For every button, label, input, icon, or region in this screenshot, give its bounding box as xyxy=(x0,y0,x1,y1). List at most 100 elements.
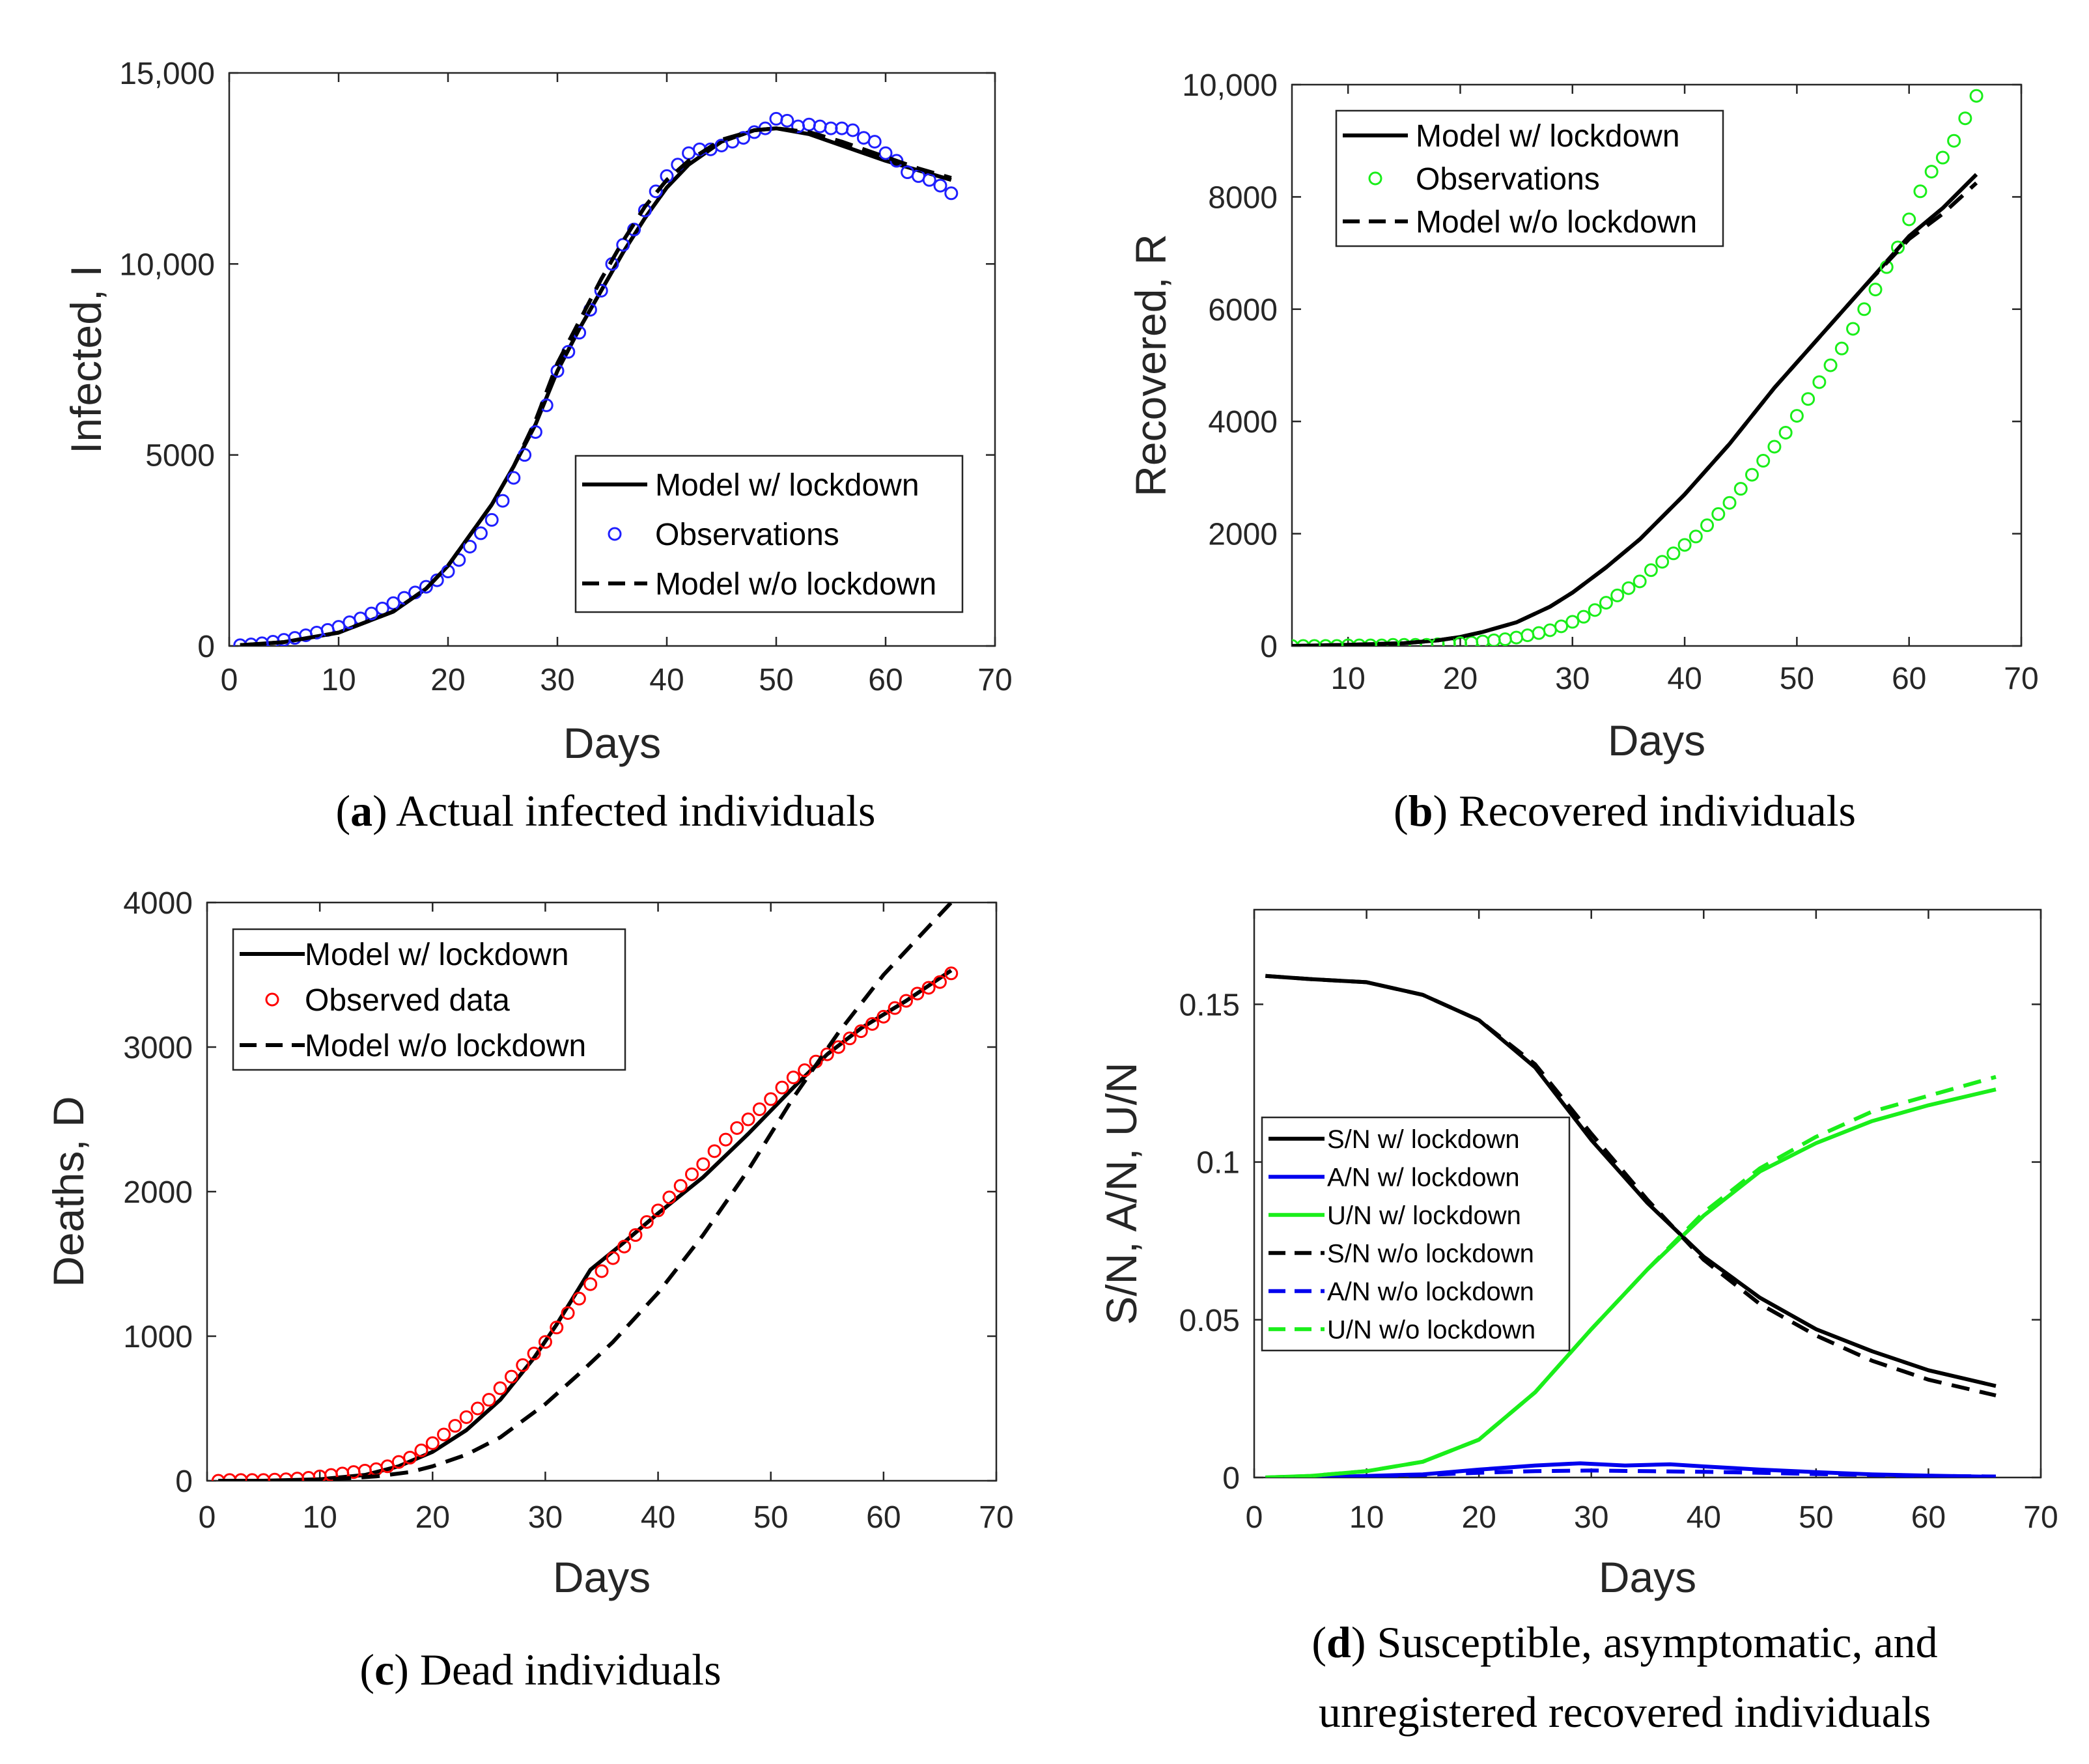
data-point xyxy=(1823,358,1838,372)
data-point xyxy=(1700,518,1715,533)
x-tick-label: 20 xyxy=(1461,1500,1496,1535)
data-point xyxy=(437,1427,451,1442)
chart-panel-c: 0 10 20 30 40 50 60 70 0 1000 2000 3000 4000 Days Deat… xyxy=(44,886,1014,1694)
data-point xyxy=(696,1157,710,1171)
x-axis-label: Days xyxy=(553,1553,651,1601)
data-point xyxy=(1621,581,1636,595)
data-point xyxy=(730,1121,744,1135)
y-tick-label: 0.1 xyxy=(1196,1146,1240,1181)
data-point xyxy=(899,994,913,1008)
data-point xyxy=(685,1167,699,1181)
data-point xyxy=(1935,150,1950,165)
y-tick-label: 0.15 xyxy=(1179,988,1240,1022)
data-point xyxy=(496,494,510,508)
series-group xyxy=(1292,89,1984,646)
x-axis-label: Days xyxy=(1608,716,1705,764)
data-point xyxy=(764,1092,778,1106)
data-point xyxy=(1655,555,1670,569)
x-tick-label: 40 xyxy=(649,663,684,697)
data-point xyxy=(932,975,947,989)
caption-open: ( xyxy=(1311,1617,1326,1667)
data-point xyxy=(1834,341,1849,356)
y-axis-label: Recovered, R xyxy=(1127,234,1175,497)
series-group xyxy=(233,111,959,646)
y-tick-label: 0 xyxy=(1222,1461,1240,1496)
caption-text: ) Dead individuals xyxy=(394,1645,721,1694)
caption-letter: b xyxy=(1409,786,1433,835)
data-point xyxy=(527,1347,541,1361)
y-tick-label: 5000 xyxy=(145,439,215,473)
data-point xyxy=(594,283,608,298)
y-tick-label: 2000 xyxy=(1208,518,1278,552)
series-line-a-n-w-o-lockdown xyxy=(1265,1468,1997,1477)
data-point xyxy=(1599,596,1613,610)
legend-label: Observed data xyxy=(305,983,510,1018)
data-point xyxy=(933,178,947,193)
data-point xyxy=(1319,639,1333,646)
series-group xyxy=(1265,973,1997,1477)
legend-marker xyxy=(265,992,279,1007)
data-point xyxy=(572,1291,586,1306)
data-point xyxy=(1958,111,1972,126)
data-point xyxy=(736,131,751,145)
data-point xyxy=(516,1358,530,1372)
y-tick-label: 4000 xyxy=(1208,405,1278,440)
series-group xyxy=(211,903,959,1481)
data-point xyxy=(386,596,400,610)
caption-letter: c xyxy=(374,1645,394,1694)
data-point xyxy=(595,1264,609,1278)
legend-label: A/N w/ lockdown xyxy=(1327,1163,1520,1192)
x-tick-label: 50 xyxy=(1780,662,1814,696)
x-tick-label: 60 xyxy=(866,1500,901,1535)
data-point xyxy=(944,186,959,201)
data-point xyxy=(482,1393,496,1407)
data-point xyxy=(448,1419,462,1433)
y-tick-label: 6000 xyxy=(1208,293,1278,328)
data-point xyxy=(628,1228,643,1242)
legend-marker xyxy=(1368,171,1382,186)
data-point xyxy=(1711,507,1726,521)
series-line-model-w-o-lockdown xyxy=(1292,181,1978,646)
data-point xyxy=(391,1455,406,1469)
caption-open: ( xyxy=(336,786,351,835)
x-tick-label: 40 xyxy=(1667,662,1702,696)
data-point xyxy=(471,1401,485,1416)
data-point xyxy=(786,1071,800,1085)
x-tick-label: 50 xyxy=(759,663,793,697)
data-point xyxy=(1296,639,1310,646)
legend-label: S/N w/o lockdown xyxy=(1327,1239,1534,1268)
x-tick-label: 70 xyxy=(2004,662,2038,696)
caption-open: ( xyxy=(359,1645,374,1694)
x-tick-label: 30 xyxy=(528,1500,563,1535)
y-tick-label: 0 xyxy=(1260,630,1278,664)
data-point xyxy=(910,987,925,1001)
y-axis-label: S/N, A/N, U/N xyxy=(1097,1062,1145,1324)
data-point xyxy=(1644,563,1658,578)
data-point xyxy=(425,1436,440,1450)
data-point xyxy=(1689,529,1703,544)
x-tick-label: 60 xyxy=(1892,662,1926,696)
x-tick-label: 40 xyxy=(641,1500,675,1535)
x-tick-label: 60 xyxy=(1911,1500,1946,1535)
data-point xyxy=(865,1016,880,1031)
data-point xyxy=(639,1215,654,1229)
x-tick-label: 50 xyxy=(753,1500,788,1535)
data-point xyxy=(1846,322,1860,336)
data-point xyxy=(403,1450,417,1464)
x-axis-label: Days xyxy=(563,719,661,767)
x-tick-label: 0 xyxy=(221,663,238,697)
data-point xyxy=(854,1024,868,1039)
legend-label: A/N w/o lockdown xyxy=(1327,1278,1534,1306)
data-point xyxy=(651,1203,666,1218)
legend-label: S/N w/ lockdown xyxy=(1327,1125,1520,1154)
series-line-model-w-o-lockdown xyxy=(240,126,952,646)
x-tick-label: 10 xyxy=(321,663,356,697)
data-point xyxy=(463,539,477,553)
y-tick-label: 15,000 xyxy=(119,57,215,91)
legend-label: Observations xyxy=(655,518,839,552)
legend-label: Model w/ lockdown xyxy=(655,468,919,503)
caption-line-2: unregistered recovered individuals xyxy=(1319,1687,1931,1737)
data-point xyxy=(1913,184,1928,199)
chart-panel-d: 0 10 20 30 40 50 60 70 0 0.05 0.1 0.15 Days S/N, A/N,… xyxy=(1097,908,2058,1737)
legend-label: Model w/o lockdown xyxy=(1416,205,1697,240)
